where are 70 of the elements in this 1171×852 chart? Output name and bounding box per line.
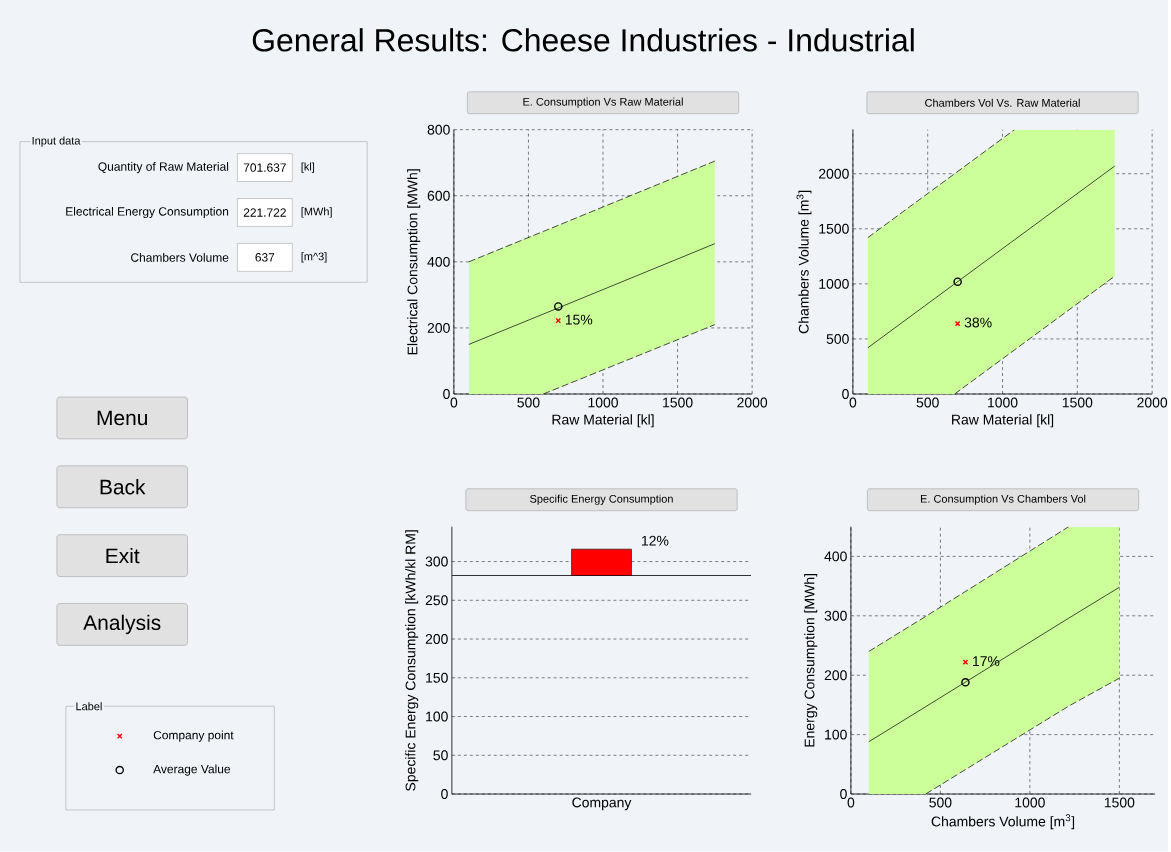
text: Menu: [97, 410, 148, 426]
text: 637: [255, 253, 275, 262]
x-tick-label: 1500: [663, 397, 693, 408]
y-axis-title: Specific Energy Consumption [kWh/kl RM]: [405, 530, 419, 791]
y-tick-label: 100: [825, 729, 847, 740]
y-tick-label: 200: [824, 670, 847, 681]
chart-title: E. Consumption Vs Raw Material: [523, 97, 683, 108]
x-tick-label: 2000: [737, 397, 768, 408]
text: Average Value: [153, 764, 231, 776]
chart-title: Chambers Vol Vs. Raw Material: [925, 98, 1080, 107]
y-tick-label: 500: [826, 334, 849, 344]
chart-title: E. Consumption Vs Chambers Vol: [920, 494, 1086, 505]
y-tick-label: 400: [824, 551, 847, 562]
text: Electrical Energy Consumption: [66, 206, 229, 219]
text: General Results: Cheese Industries - Industrial: [252, 28, 914, 52]
x-tick-label: 1000: [588, 397, 618, 408]
text: Company point: [153, 730, 234, 742]
text: [MWh]: [301, 207, 332, 218]
y-tick-label: 0: [443, 389, 450, 400]
text: Input data: [32, 136, 81, 147]
x-tick-label: 500: [916, 397, 939, 408]
y-tick-label: 600: [427, 190, 450, 201]
x-tick-label: 1500: [1062, 397, 1093, 408]
y-tick-label: 100: [426, 711, 448, 722]
y-tick-label: 0: [842, 389, 849, 400]
y-tick-label: 800: [427, 124, 450, 135]
text: [kl]: [301, 162, 315, 173]
y-tick-label: 50: [433, 750, 448, 761]
y-tick-label: 1000: [819, 278, 849, 289]
text: Analysis: [83, 614, 161, 635]
x-axis-title: Chambers Volume [m$^{3}$]: [931, 814, 1075, 830]
x-tick-label: 500: [517, 397, 540, 408]
y-tick-label: 150: [426, 672, 448, 683]
y-tick-label: 2000: [819, 168, 849, 179]
y-tick-label: 300: [824, 610, 847, 621]
annotation: 15%: [565, 314, 593, 325]
annotation: 12%: [642, 535, 669, 546]
text: Chambers Volume: [131, 253, 229, 262]
y-tick-label: 0: [441, 789, 448, 800]
text: Quantity of Raw Material: [98, 162, 229, 174]
y-axis-title: Energy Consumption [MWh]: [804, 574, 818, 747]
annotation: 17%: [973, 656, 1000, 667]
y-tick-label: 200: [425, 634, 448, 645]
y-axis-title: Electrical Consumption [MWh]: [407, 169, 421, 355]
x-tick-label: 2000: [1137, 397, 1168, 408]
annotation: 38%: [964, 317, 992, 328]
x-axis-title: Raw Material [kl]: [952, 414, 1054, 428]
x-tick-label: Company: [572, 797, 632, 811]
text: Label: [76, 702, 102, 711]
line-series: [867, 165, 1116, 349]
text: 221.722: [243, 208, 286, 217]
y-tick-label: 200: [427, 323, 450, 333]
y-tick-label: 400: [427, 256, 450, 267]
x-axis-title: Raw Material [kl]: [552, 414, 654, 428]
x-tick-label: 1500: [1104, 797, 1135, 808]
x-tick-label: 0: [849, 397, 857, 408]
y-axis-title: Chambers Volume [m$^{3}$]: [796, 190, 812, 334]
x-tick-label: 1000: [988, 397, 1018, 408]
x-tick-label: 0: [450, 397, 458, 408]
text: 701.637: [243, 163, 286, 172]
y-tick-label: 300: [425, 556, 448, 567]
y-tick-label: 1500: [819, 223, 849, 234]
text: Back: [100, 479, 146, 495]
x-tick-label: 500: [929, 797, 952, 808]
y-tick-label: 250: [425, 595, 448, 606]
chart-title: Specific Energy Consumption: [530, 494, 673, 505]
text: Exit: [106, 548, 140, 564]
x-tick-label: 1000: [1015, 797, 1045, 808]
text: [m^3]: [301, 252, 327, 263]
y-tick-label: 0: [840, 789, 847, 800]
